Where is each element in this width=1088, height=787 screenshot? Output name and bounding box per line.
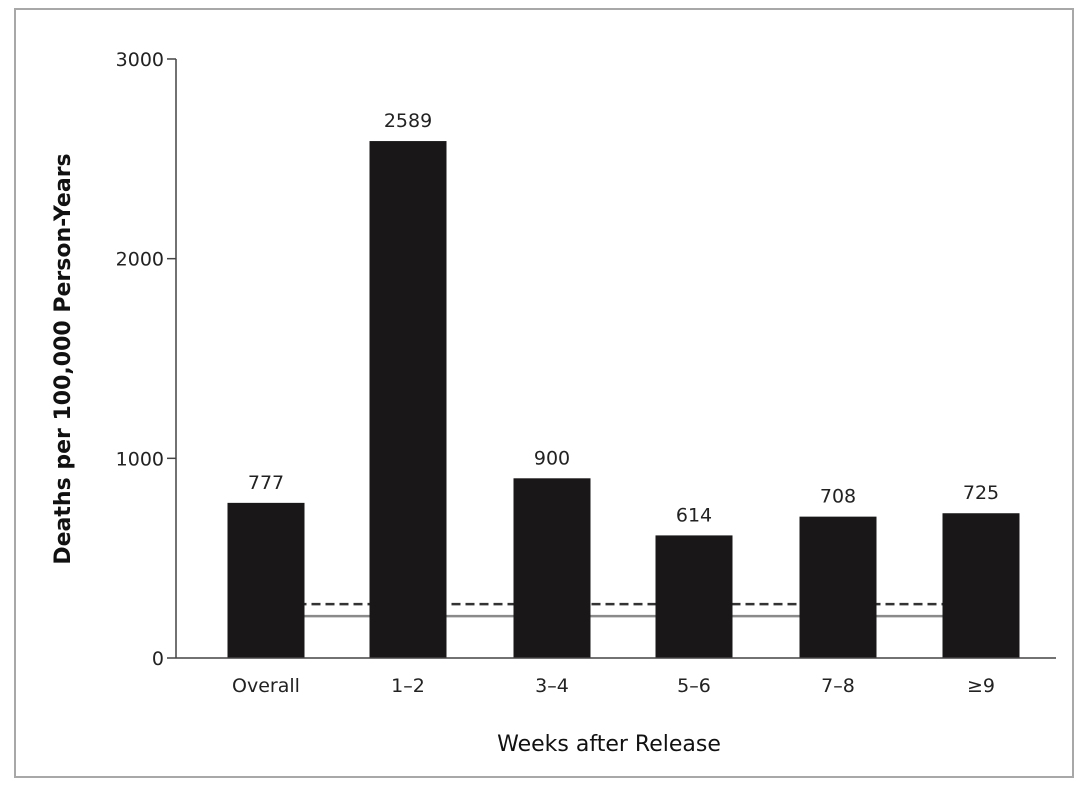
bar: [369, 141, 447, 659]
x-tick-label: 1–2: [391, 675, 425, 697]
x-tick-label: 7–8: [821, 675, 855, 697]
reference-lines: [227, 602, 1020, 618]
x-tick-label: ≥9: [967, 675, 995, 697]
bars: [227, 141, 1020, 659]
bar-value-label: 2589: [384, 110, 432, 132]
y-axis: 0 1000 2000 3000: [116, 49, 1056, 670]
x-tick-label: 3–4: [535, 675, 569, 697]
labels: 777 Overall 2589 1–2 900 3–4 614 5–6 708 7–8 725 ≥9: [232, 110, 999, 697]
y-tick-label: 3000: [116, 49, 164, 71]
bar-value-label: 614: [676, 504, 712, 526]
bar-value-label: 777: [248, 472, 284, 494]
y-axis-title: Deaths per 100,000 Person-Years: [51, 153, 76, 564]
bar: [799, 516, 877, 658]
bar: [942, 513, 1020, 658]
x-axis-title: Weeks after Release: [497, 732, 721, 757]
y-tick-label: 1000: [116, 448, 164, 470]
bar: [513, 478, 591, 658]
y-tick-label: 0: [152, 648, 164, 670]
bar-value-label: 708: [820, 486, 856, 508]
y-tick-label: 2000: [116, 249, 164, 271]
bar: [655, 535, 733, 658]
bar-value-label: 900: [534, 447, 570, 469]
x-tick-label: Overall: [232, 675, 300, 697]
x-tick-label: 5–6: [677, 675, 711, 697]
bar: [227, 502, 305, 658]
bar-value-label: 725: [963, 482, 999, 504]
